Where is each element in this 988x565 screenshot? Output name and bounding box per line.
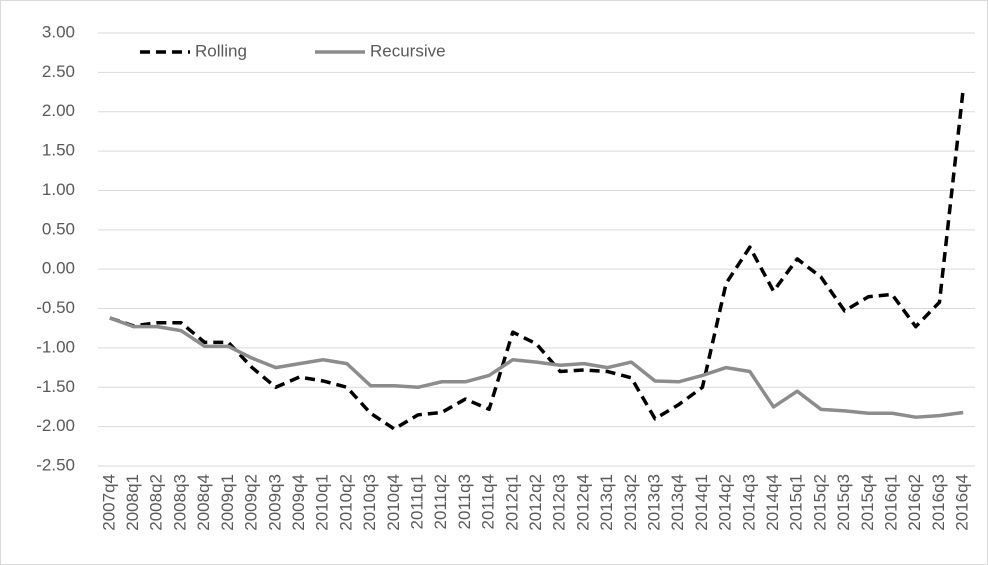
x-tick-label: 2016q4 — [953, 474, 972, 531]
x-tick-label: 2010q4 — [384, 474, 403, 531]
x-tick-label: 2012q2 — [526, 474, 545, 531]
x-tick-label: 2011q2 — [431, 474, 450, 529]
x-tick-label: 2012q4 — [573, 474, 592, 531]
x-tick-label: 2014q2 — [716, 474, 735, 531]
x-tick-label: 2013q2 — [621, 474, 640, 531]
x-tick-label: 2013q3 — [644, 474, 663, 531]
x-tick-label: 2016q2 — [905, 474, 924, 531]
y-tick-label: 1.50 — [42, 141, 75, 160]
y-tick-label: -0.50 — [36, 298, 75, 317]
x-tick-label: 2011q3 — [455, 474, 474, 529]
x-tick-label: 2013q1 — [597, 474, 616, 531]
x-tick-label: 2013q4 — [668, 474, 687, 531]
x-tick-label: 2014q4 — [763, 474, 782, 531]
x-tick-label: 2010q1 — [313, 474, 332, 531]
series-line — [109, 316, 964, 419]
x-tick-label: 2009q2 — [242, 474, 261, 531]
x-tick-label: 2007q4 — [99, 474, 118, 531]
y-tick-label: -2.50 — [36, 455, 75, 474]
legend-label: Recursive — [370, 41, 446, 60]
y-tick-label: 1.00 — [42, 180, 75, 199]
x-tick-label: 2016q1 — [882, 474, 901, 531]
x-tick-label: 2016q3 — [929, 474, 948, 531]
y-tick-label: 0.50 — [42, 219, 75, 238]
x-tick-label: 2010q3 — [360, 474, 379, 531]
x-tick-label: 2008q4 — [194, 474, 213, 531]
x-tick-label: 2014q3 — [739, 474, 758, 531]
legend-label: Rolling — [195, 41, 247, 60]
x-tick-label: 2015q2 — [810, 474, 829, 531]
x-tick-label: 2008q3 — [170, 474, 189, 531]
x-tick-label: 2009q4 — [289, 474, 308, 531]
x-tick-label: 2010q2 — [336, 474, 355, 531]
y-tick-label: 3.00 — [42, 22, 75, 41]
x-tick-label: 2009q1 — [218, 474, 237, 531]
y-tick-label: 2.50 — [42, 62, 75, 81]
y-tick-label: 2.00 — [42, 101, 75, 120]
y-tick-label: -1.00 — [36, 337, 75, 356]
x-tick-label: 2011q1 — [407, 474, 426, 529]
x-tick-label: 2015q1 — [787, 474, 806, 531]
y-tick-label: -1.50 — [36, 377, 75, 396]
x-tick-label: 2009q3 — [265, 474, 284, 531]
x-tick-label: 2008q1 — [123, 474, 142, 531]
series-line — [109, 89, 965, 431]
x-tick-label: 2012q1 — [502, 474, 521, 531]
x-tick-label: 2015q4 — [858, 474, 877, 531]
y-tick-label: 0.00 — [42, 259, 75, 278]
x-tick-label: 2012q3 — [550, 474, 569, 531]
y-tick-label: -2.00 — [36, 416, 75, 435]
x-tick-label: 2008q2 — [147, 474, 166, 531]
x-tick-label: 2014q1 — [692, 474, 711, 531]
x-tick-label: 2011q4 — [479, 474, 498, 529]
x-tick-label: 2015q3 — [834, 474, 853, 531]
